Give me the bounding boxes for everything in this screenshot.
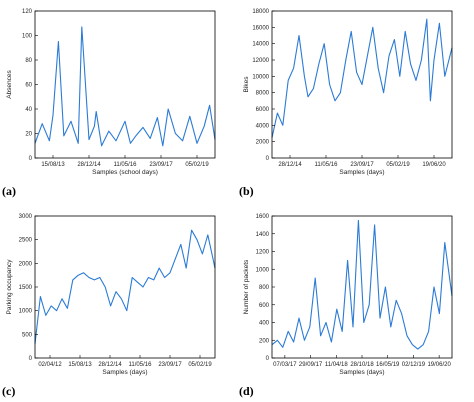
- x-tick-label: 29/09/17: [299, 362, 323, 368]
- y-axis-label: Parking occupancy: [6, 259, 13, 315]
- x-axis-label: Samples (school days): [92, 169, 158, 176]
- y-tick-label: 1400: [256, 232, 270, 238]
- y-tick-label: 0: [29, 156, 33, 162]
- y-tick-label: 1000: [256, 267, 270, 273]
- x-tick-label: 02/04/12: [38, 362, 62, 368]
- chart-panel-absences: 0 20 40 60 80 100 120 15/08/13 28/12/14 11/05/16 2…: [0, 0, 237, 201]
- y-tick-label: 14000: [252, 42, 269, 48]
- parking-chart: 0 500 1000 1500 2000 2500 3000 02/04/12 15/08/13…: [6, 214, 216, 376]
- series-line: [34, 229, 216, 344]
- x-tick-label: 05/02/19: [386, 162, 410, 168]
- y-tick-label: 80: [25, 58, 32, 64]
- x-tick-label: 23/09/17: [149, 162, 173, 168]
- y-tick-label: 1000: [19, 309, 33, 315]
- y-tick-label: 0: [29, 356, 33, 362]
- y-tick-label: 1500: [19, 285, 33, 291]
- y-tick-label: 18000: [252, 9, 269, 15]
- y-tick-label: 600: [259, 303, 270, 309]
- x-tick-label: 23/09/17: [158, 362, 182, 368]
- y-tick-label: 0: [266, 356, 270, 362]
- panel-label-c: (c): [2, 384, 16, 398]
- y-axis-label: Number of packets: [243, 259, 250, 314]
- x-tick-label: 16/05/19: [376, 362, 400, 368]
- bikes-chart: 0 2000 4000 6000 8000 10000 12000 14000 16000 180…: [243, 9, 453, 176]
- panel-label-a: (a): [2, 184, 16, 198]
- panel-label-d: (d): [239, 384, 254, 398]
- y-tick-label: 0: [266, 156, 270, 162]
- plot-frame: [34, 10, 216, 159]
- x-tick-label: 28/12/14: [278, 162, 302, 168]
- x-tick-label: 23/09/17: [350, 162, 374, 168]
- x-tick-label: 19/06/20: [427, 362, 451, 368]
- y-tick-label: 2500: [19, 238, 33, 244]
- x-axis-label: Samples (days): [102, 369, 147, 376]
- x-tick-label: 11/05/16: [315, 162, 339, 168]
- chart-panel-packets: 0 200 400 600 800 1000 1200 1400 1600 07/03/17 29/…: [237, 201, 474, 402]
- series-line: [271, 219, 453, 350]
- x-tick-label: 11/05/16: [114, 162, 138, 168]
- series-line: [34, 26, 216, 147]
- x-tick-label: 05/02/19: [185, 162, 209, 168]
- y-tick-label: 40: [25, 107, 32, 113]
- y-tick-label: 10000: [252, 74, 269, 80]
- chart-panel-bikes: 0 2000 4000 6000 8000 10000 12000 14000 16000 180…: [237, 0, 474, 201]
- y-tick-label: 16000: [252, 25, 269, 31]
- y-tick-label: 12000: [252, 58, 269, 64]
- panel-label-b: (b): [239, 184, 254, 198]
- x-tick-label: 11/04/18: [325, 362, 349, 368]
- y-axis-label: Absences: [6, 69, 13, 98]
- x-tick-label: 05/02/19: [188, 362, 212, 368]
- x-tick-label: 19/06/20: [422, 162, 446, 168]
- x-axis-label: Samples (days): [339, 369, 384, 376]
- y-tick-label: 8000: [256, 91, 270, 97]
- y-tick-label: 400: [259, 321, 270, 327]
- x-tick-label: 28/10/18: [350, 362, 374, 368]
- y-tick-label: 800: [259, 285, 270, 291]
- chart-panel-parking: 0 500 1000 1500 2000 2500 3000 02/04/12 15/08/13…: [0, 201, 237, 402]
- y-tick-label: 20: [25, 132, 32, 138]
- x-tick-label: 28/12/14: [77, 162, 101, 168]
- y-tick-label: 200: [259, 338, 270, 344]
- y-tick-label: 100: [22, 34, 33, 40]
- y-tick-label: 3000: [19, 214, 33, 220]
- y-axis-label: Bikes: [243, 76, 250, 93]
- y-tick-label: 60: [25, 83, 32, 89]
- x-tick-label: 02/12/19: [402, 362, 426, 368]
- y-tick-label: 1200: [256, 250, 270, 256]
- x-tick-label: 28/12/14: [98, 362, 122, 368]
- y-tick-label: 120: [22, 9, 33, 15]
- x-tick-label: 15/08/13: [68, 362, 92, 368]
- x-tick-label: 11/05/16: [129, 362, 153, 368]
- y-tick-label: 6000: [256, 107, 270, 113]
- plot-frame: [34, 215, 216, 359]
- y-tick-label: 500: [22, 332, 33, 338]
- y-tick-label: 2000: [256, 140, 270, 146]
- packets-chart: 0 200 400 600 800 1000 1200 1400 1600 07/03/17 29/…: [243, 214, 453, 376]
- y-tick-label: 2000: [19, 261, 33, 267]
- series-line: [271, 18, 453, 138]
- y-tick-label: 4000: [256, 123, 270, 129]
- x-tick-label: 15/08/13: [41, 162, 65, 168]
- x-tick-label: 07/03/17: [273, 362, 297, 368]
- absences-chart: 0 20 40 60 80 100 120 15/08/13 28/12/14 11/05/16 2…: [6, 9, 216, 176]
- y-tick-label: 1600: [256, 214, 270, 220]
- x-axis-label: Samples (days): [339, 169, 384, 176]
